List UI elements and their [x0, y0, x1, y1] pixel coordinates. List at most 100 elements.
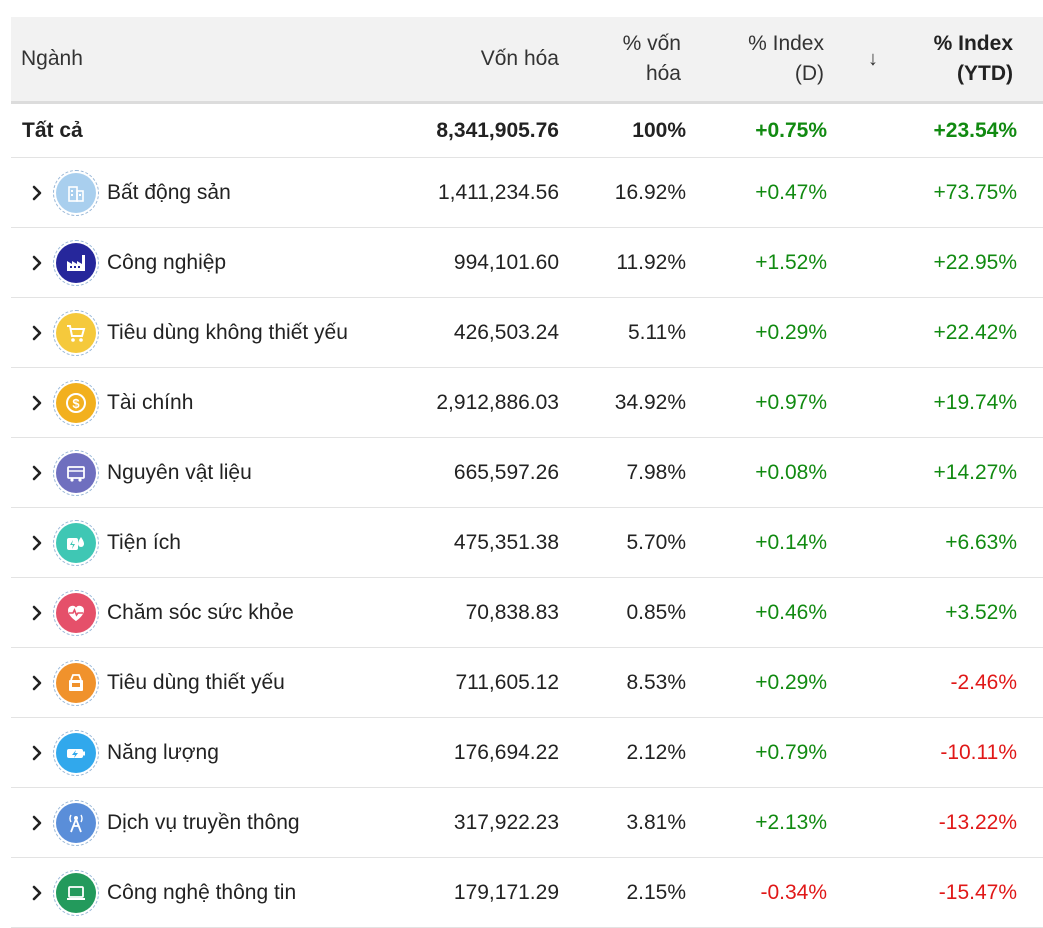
column-header-index-ytd[interactable]: % Index (YTD): [934, 29, 1013, 89]
pct-cap-cell: 2.15%: [626, 880, 686, 904]
table-row[interactable]: Công nghệ thông tin 179,171.29 2.15% -0.34%…: [11, 858, 1043, 928]
laptop-icon-disc: [56, 872, 96, 913]
chevron-right-icon[interactable]: [23, 599, 51, 627]
index-d-cell: +0.08%: [755, 460, 827, 484]
index-ytd-cell: -15.47%: [938, 880, 1017, 904]
index-ytd-cell: +22.42%: [933, 320, 1018, 344]
table-header: Ngành Vốn hóa % vốn hóa % Index (D) ↓ % …: [11, 17, 1043, 104]
index-ytd-cell: -13.22%: [938, 810, 1017, 834]
pct-cap-cell: 5.11%: [628, 320, 686, 344]
market-cap-cell: 70,838.83: [465, 600, 559, 624]
index-ytd-cell: +19.74%: [933, 390, 1018, 414]
market-cap-cell: 475,351.38: [453, 530, 559, 554]
sector-name[interactable]: Nguyên vật liệu: [107, 460, 252, 484]
index-ytd-cell: +73.75%: [933, 180, 1018, 204]
column-header-index-ytd-line2: (YTD): [957, 62, 1013, 85]
market-cap-cell: 317,922.23: [453, 810, 559, 834]
table-row[interactable]: Bất động sản 1,411,234.56 16.92% +0.47% +73.…: [11, 158, 1043, 228]
table-row[interactable]: Nguyên vật liệu 665,597.26 7.98% +0.08% +14.…: [11, 438, 1043, 508]
sector-name[interactable]: Tiêu dùng không thiết yếu: [107, 320, 348, 344]
index-ytd-cell: +6.63%: [945, 530, 1017, 554]
sector-name[interactable]: Chăm sóc sức khỏe: [107, 600, 294, 624]
chevron-right-icon[interactable]: [23, 879, 51, 907]
column-header-pct-cap[interactable]: % vốn hóa: [623, 29, 681, 89]
table-row[interactable]: Dịch vụ truyền thông 317,922.23 3.81% +2.13…: [11, 788, 1043, 858]
sector-name-cell: Công nghiệp: [11, 228, 226, 297]
index-d-cell: +0.46%: [755, 600, 827, 624]
column-header-index-ytd-line1: % Index: [933, 32, 1013, 55]
chevron-right-icon[interactable]: [23, 669, 51, 697]
market-cap-cell: 2,912,886.03: [436, 390, 559, 414]
sector-name[interactable]: Bất động sản: [107, 180, 231, 204]
table-row[interactable]: Chăm sóc sức khỏe 70,838.83 0.85% +0.46% +3.…: [11, 578, 1043, 648]
total-market-cap: 8,341,905.76: [436, 118, 559, 142]
column-header-market-cap[interactable]: Vốn hóa: [480, 47, 559, 70]
chevron-right-icon[interactable]: [23, 179, 51, 207]
pct-cap-cell: 34.92%: [614, 390, 686, 414]
index-d-cell: +1.52%: [755, 250, 827, 274]
table-row[interactable]: Công nghiệp 994,101.60 11.92% +1.52% +22.95%: [11, 228, 1043, 298]
sector-name[interactable]: Tiện ích: [107, 530, 181, 554]
sector-name-cell: Tiêu dùng thiết yếu: [11, 648, 285, 717]
shopping-cart-icon-disc: [56, 312, 96, 353]
dollar-coin-icon: $: [53, 379, 99, 426]
antenna-icon-disc: [56, 802, 96, 843]
pct-cap-cell: 7.98%: [626, 460, 686, 484]
index-ytd-cell: -2.46%: [950, 670, 1017, 694]
index-ytd-cell: +14.27%: [933, 460, 1018, 484]
sector-name-cell: Dịch vụ truyền thông: [11, 788, 300, 857]
market-cap-cell: 1,411,234.56: [437, 180, 559, 204]
chevron-right-icon[interactable]: [23, 739, 51, 767]
market-cap-cell: 711,605.12: [455, 670, 559, 694]
column-header-sector[interactable]: Ngành: [21, 47, 83, 70]
table-row[interactable]: Tiêu dùng không thiết yếu 426,503.24 5.11%…: [11, 298, 1043, 368]
chevron-right-icon[interactable]: [23, 459, 51, 487]
sector-name[interactable]: Dịch vụ truyền thông: [107, 810, 300, 834]
total-index-d: +0.75%: [755, 118, 827, 142]
chevron-right-icon[interactable]: [23, 809, 51, 837]
shopping-cart-icon: [53, 309, 99, 356]
index-ytd-cell: +22.95%: [933, 250, 1018, 274]
pct-cap-cell: 8.53%: [626, 670, 686, 694]
sector-name-cell: Tiêu dùng không thiết yếu: [11, 298, 348, 367]
sector-name[interactable]: Năng lượng: [107, 740, 219, 764]
pct-cap-cell: 3.81%: [626, 810, 686, 834]
materials-cart-icon-disc: [56, 452, 96, 493]
factory-icon: [53, 239, 99, 286]
index-d-cell: +0.29%: [755, 320, 827, 344]
total-pct-cap: 100%: [632, 118, 686, 142]
column-header-index-d[interactable]: % Index (D): [748, 29, 824, 89]
consumer-staples-icon: [53, 659, 99, 706]
sector-name[interactable]: Tiêu dùng thiết yếu: [107, 670, 285, 694]
chevron-right-icon[interactable]: [23, 249, 51, 277]
battery-icon: [53, 729, 99, 776]
heartbeat-icon: [53, 589, 99, 636]
index-d-cell: +0.14%: [755, 530, 827, 554]
total-name: Tất cả: [22, 118, 83, 142]
chevron-right-icon[interactable]: [23, 529, 51, 557]
index-d-cell: -0.34%: [760, 880, 827, 904]
sector-name[interactable]: Tài chính: [107, 390, 194, 414]
sector-name[interactable]: Công nghệ thông tin: [107, 880, 297, 904]
index-d-cell: +2.13%: [755, 810, 827, 834]
total-row: Tất cả 8,341,905.76 100% +0.75% +23.54%: [11, 104, 1043, 158]
column-header-index-d-line1: % Index: [748, 32, 824, 55]
table-row[interactable]: Tiện ích 475,351.38 5.70% +0.14% +6.63%: [11, 508, 1043, 578]
market-cap-cell: 665,597.26: [453, 460, 559, 484]
index-ytd-cell: -10.11%: [940, 740, 1017, 764]
svg-text:$: $: [72, 396, 80, 411]
table-row[interactable]: Năng lượng 176,694.22 2.12% +0.79% -10.11%: [11, 718, 1043, 788]
building-icon-disc: [56, 172, 96, 213]
building-icon: [53, 169, 99, 216]
pct-cap-cell: 11.92%: [616, 250, 686, 274]
chevron-right-icon[interactable]: [23, 319, 51, 347]
total-index-ytd: +23.54%: [933, 118, 1018, 142]
chevron-right-icon[interactable]: [23, 389, 51, 417]
sector-name-cell: Tiện ích: [11, 508, 181, 577]
column-header-index-d-line2: (D): [794, 62, 824, 85]
pct-cap-cell: 5.70%: [626, 530, 686, 554]
table-row[interactable]: $ Tài chính 2,912,886.03 34.92% +0.97% +19.74…: [11, 368, 1043, 438]
sector-name[interactable]: Công nghiệp: [107, 250, 227, 274]
sort-arrow-icon[interactable]: ↓: [868, 48, 878, 70]
table-row[interactable]: Tiêu dùng thiết yếu 711,605.12 8.53% +0.29%…: [11, 648, 1043, 718]
